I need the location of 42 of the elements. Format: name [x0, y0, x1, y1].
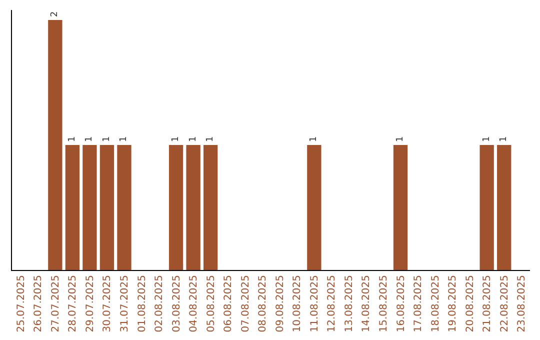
x-tick-label: 09.08.2025	[274, 275, 286, 332]
x-tick-label: 20.08.2025	[464, 275, 476, 332]
data-label: 1	[67, 136, 78, 142]
x-tick-label: 26.07.2025	[33, 275, 44, 332]
x-tick-label: 28.07.2025	[68, 275, 79, 332]
x-tick-label: 25.07.2025	[16, 275, 27, 332]
x-tick-label: 19.08.2025	[448, 275, 459, 332]
x-tick-label: 04.08.2025	[188, 275, 200, 332]
x-tick-label: 11.08.2025	[309, 275, 320, 332]
data-label: 1	[499, 136, 510, 142]
x-tick-label: 01.08.2025	[136, 275, 148, 332]
x-tick-label: 22.08.2025	[499, 275, 510, 332]
x-tick-label: 16.08.2025	[396, 275, 407, 332]
x-tick-label: 30.07.2025	[102, 275, 114, 332]
x-tick-label: 17.08.2025	[413, 275, 424, 332]
data-label: 1	[396, 136, 406, 142]
x-tick-label: 06.08.2025	[223, 275, 234, 332]
x-tick-label: 08.08.2025	[258, 275, 269, 332]
data-label: 1	[102, 136, 112, 142]
x-tick-label: 13.08.2025	[344, 275, 355, 332]
data-label: 1	[171, 136, 182, 142]
x-tick-label: 03.08.2025	[171, 275, 182, 332]
data-label: 2	[50, 11, 60, 17]
x-tick-label: 12.08.2025	[326, 275, 338, 332]
x-tick-label: 15.08.2025	[378, 275, 390, 332]
data-label: 1	[482, 136, 492, 142]
data-label: 1	[84, 136, 95, 142]
x-tick-label: 21.08.2025	[482, 275, 494, 332]
x-tick-label: 14.08.2025	[361, 275, 372, 332]
x-tick-label: 27.07.2025	[50, 275, 62, 332]
data-label: 1	[188, 136, 198, 142]
data-label: 1	[206, 136, 216, 142]
x-tick-label: 29.07.2025	[84, 275, 96, 332]
x-tick-label: 31.07.2025	[119, 275, 130, 332]
data-label: 1	[309, 136, 320, 142]
x-tick-label: 18.08.2025	[430, 275, 442, 332]
x-tick-label: 05.08.2025	[206, 275, 217, 332]
x-tick-label: 23.08.2025	[516, 275, 528, 332]
x-tick-label: 07.08.2025	[240, 275, 252, 332]
x-tick-label: 02.08.2025	[154, 275, 166, 332]
data-label: 1	[119, 136, 130, 142]
x-tick-label: 10.08.2025	[292, 275, 304, 332]
